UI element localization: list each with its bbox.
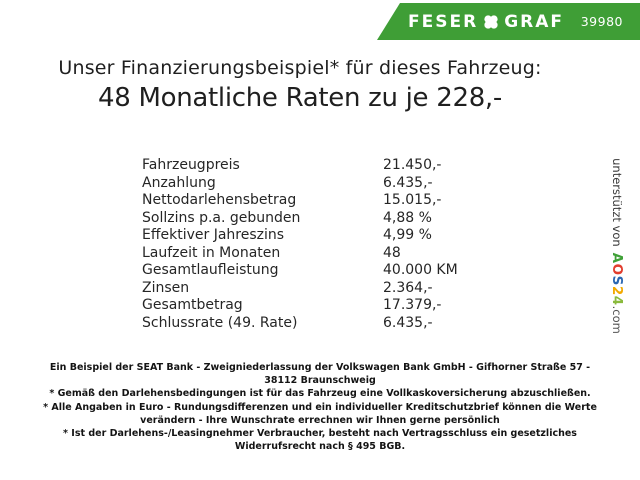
aos24-letter: S	[609, 275, 625, 286]
row-label: Fahrzeugpreis	[142, 157, 240, 173]
footnote-bank-info: Ein Beispiel der SEAT Bank - Zweignieder…	[49, 362, 591, 387]
row-value: 4,88 %	[383, 209, 432, 226]
supported-by-text: unterstützt von	[610, 158, 624, 247]
table-row: Sollzins p.a. gebunden 4,88 %	[142, 210, 482, 228]
finance-example-heading: Unser Finanzierungsbeispiel* für dieses …	[58, 57, 542, 79]
footnotes: Ein Beispiel der SEAT Bank - Zweignieder…	[40, 361, 600, 453]
table-row: Gesamtlaufleistung 40.000 KM	[142, 262, 482, 280]
row-label: Effektiver Jahreszins	[142, 227, 285, 243]
header-banner: FESER GRAF 39980	[377, 3, 640, 40]
footnote-insurance: * Gemäß den Darlehensbedingungen ist für…	[49, 388, 591, 400]
finance-table: Fahrzeugpreis 21.450,- Anzahlung 6.435,-…	[142, 157, 482, 332]
table-row: Effektiver Jahreszins 4,99 %	[142, 227, 482, 245]
row-label: Zinsen	[142, 279, 190, 296]
aos24-logo: AOS24	[609, 253, 625, 306]
aos24-letter: 4	[609, 295, 625, 306]
row-label: Sollzins p.a. gebunden	[142, 209, 301, 226]
brand-name-right: GRAF	[504, 11, 565, 32]
footnote-euro-values: * Alle Angaben in Euro - Rundungsdiffere…	[43, 401, 597, 426]
row-value: 48	[383, 244, 401, 261]
table-row: Zinsen 2.364,-	[142, 280, 482, 298]
supported-by-label: unterstützt von AOS24 .com	[607, 141, 627, 351]
row-label: Nettodarlehensbetrag	[142, 192, 297, 208]
table-row: Schlussrate (49. Rate) 6.435,-	[142, 315, 482, 333]
footnote-withdrawal-right: * Ist der Darlehens-/Leasingnehmer Verbr…	[63, 428, 577, 453]
table-row: Nettodarlehensbetrag 15.015,-	[142, 192, 482, 210]
row-label: Laufzeit in Monaten	[142, 244, 281, 261]
title-block: Unser Finanzierungsbeispiel* für dieses …	[0, 57, 600, 113]
table-row: Gesamtbetrag 17.379,-	[142, 297, 482, 315]
row-label: Anzahlung	[142, 174, 216, 191]
aos24-domain-suffix: .com	[610, 305, 624, 334]
aos24-letter: 2	[609, 285, 625, 296]
brand-logo: FESER GRAF	[408, 3, 564, 40]
row-label: Schlussrate (49. Rate)	[142, 314, 298, 331]
row-value: 4,99 %	[383, 227, 432, 243]
monthly-rate-heading: 48 Monatliche Raten zu je 228,-	[98, 83, 502, 113]
aos24-letter: A	[609, 252, 625, 264]
table-row: Laufzeit in Monaten 48	[142, 245, 482, 263]
table-row: Fahrzeugpreis 21.450,-	[142, 157, 482, 175]
row-value: 2.364,-	[383, 279, 433, 296]
row-value: 17.379,-	[383, 297, 442, 313]
row-label: Gesamtlaufleistung	[142, 262, 279, 278]
row-label: Gesamtbetrag	[142, 297, 243, 313]
clover-icon	[484, 14, 498, 29]
row-value: 40.000 KM	[383, 262, 458, 278]
brand-name-left: FESER	[408, 11, 479, 32]
vehicle-number: 39980	[580, 14, 623, 29]
aos24-letter: O	[609, 263, 625, 276]
row-value: 6.435,-	[383, 174, 433, 191]
row-value: 21.450,-	[383, 157, 442, 173]
row-value: 15.015,-	[383, 192, 442, 208]
row-value: 6.435,-	[383, 314, 433, 331]
table-row: Anzahlung 6.435,-	[142, 175, 482, 193]
